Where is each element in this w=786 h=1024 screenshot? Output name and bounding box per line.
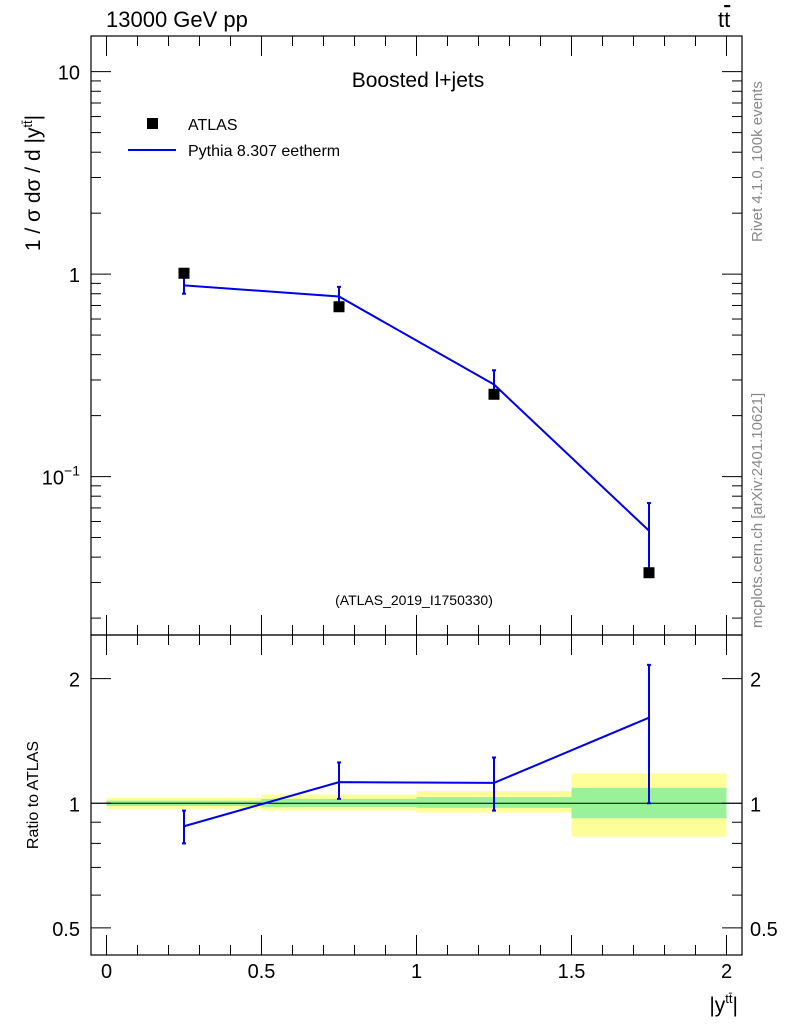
ratio-y-tick-label-left: 2 xyxy=(69,670,80,692)
header-left-label: 13000 GeV pp xyxy=(106,7,248,32)
rivet-side-label: Rivet 4.1.0, 100k events xyxy=(749,81,766,242)
x-tick-label: 0.5 xyxy=(248,961,276,983)
main-tick-marks xyxy=(91,36,742,635)
legend-pythia-label: Pythia 8.307 eetherm xyxy=(188,143,340,160)
mc-prediction-line xyxy=(183,284,650,532)
ratio-y-tick-label-left: 1 xyxy=(69,794,80,816)
x-tick-label: 2 xyxy=(721,961,732,983)
header-right-label: tt xyxy=(718,7,730,32)
atlas-data-point xyxy=(488,388,500,400)
x-tick-label: 0 xyxy=(101,961,112,983)
ratio-mc-line xyxy=(183,716,650,828)
ratio-y-tick-label-right: 2 xyxy=(750,670,761,692)
analysis-watermark: (ATLAS_2019_I1750330) xyxy=(335,592,493,608)
atlas-data-point xyxy=(178,267,190,279)
ratio-x-tick-labels: 0 0.5 1 1.5 2 xyxy=(101,961,732,983)
main-plot-title: Boosted l+jets xyxy=(352,69,485,92)
x-axis-label: |ytt̄| xyxy=(709,991,738,1017)
main-y-tick-label: 10 xyxy=(58,63,80,85)
main-y-axis-label: 1 / σ dσ / d |ytt̄| xyxy=(20,115,45,251)
ratio-series-layer xyxy=(182,663,651,845)
main-y-tick-label: 1 xyxy=(69,265,80,287)
main-y-tick-labels: 10 1 10−1 xyxy=(42,63,80,490)
main-series-layer xyxy=(178,267,655,579)
ratio-plot-panel: 2 2 1 1 0.5 0.5 0 0.5 1 1.5 2 Ratio to ATLAS |ytt… xyxy=(25,634,778,1017)
ratio-tick-marks xyxy=(91,635,742,955)
ratio-y-axis-label: Ratio to ATLAS xyxy=(25,741,42,849)
ratio-y-tick-label-left: 0.5 xyxy=(52,919,80,941)
ratio-y-tick-label-right: 0.5 xyxy=(750,919,778,941)
atlas-data-point xyxy=(333,301,345,313)
main-y-tick-label: 10−1 xyxy=(42,463,80,490)
main-plot-panel: 10 1 10−1 Boosted l+jets ATLAS Pythia 8.30… xyxy=(20,35,743,636)
ratio-plot-frame xyxy=(90,634,743,956)
atlas-data-point xyxy=(643,567,655,579)
ratio-y-tick-label-right: 1 xyxy=(750,794,761,816)
legend-atlas-label: ATLAS xyxy=(188,117,238,134)
x-tick-label: 1.5 xyxy=(558,961,586,983)
legend-atlas-marker xyxy=(147,118,158,129)
x-tick-label: 1 xyxy=(411,961,422,983)
mcplots-side-label: mcplots.cern.ch [arXiv:2401.10621] xyxy=(749,393,766,628)
legend: ATLAS Pythia 8.307 eetherm xyxy=(128,117,340,160)
ratio-y-tick-labels: 2 2 1 1 0.5 0.5 xyxy=(52,670,778,941)
